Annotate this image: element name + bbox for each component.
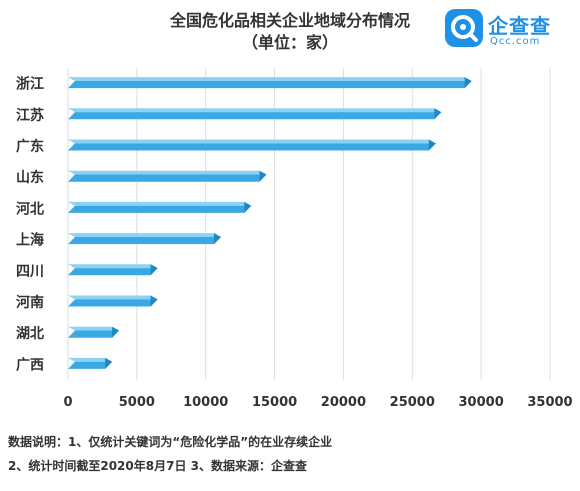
x-tick-label: 25000 — [390, 395, 435, 410]
bar-end-face — [150, 264, 158, 276]
bar-top-face — [68, 357, 113, 362]
bar-end-face — [259, 170, 267, 182]
bar-top-face — [68, 201, 252, 206]
bar-top-face — [68, 108, 442, 113]
brand-logo: 企查查 Qcc.com — [444, 8, 574, 52]
bar — [68, 233, 221, 245]
category-label: 浙江 — [16, 76, 44, 93]
bar — [68, 357, 113, 369]
bar-front-face — [68, 361, 113, 369]
category-label: 广东 — [16, 138, 44, 155]
bar-top-face — [68, 77, 472, 81]
bar-front-face — [68, 236, 221, 245]
bar-top-face — [68, 264, 158, 269]
bar — [68, 139, 436, 151]
bar-front-face — [68, 299, 158, 307]
category-label: 四川 — [16, 264, 44, 280]
bar-front-face — [68, 174, 267, 182]
x-tick-label: 35000 — [527, 395, 572, 410]
data-note-line1: 数据说明：1、仅统计关键词为“危险化学品”的在业存续企业 — [8, 435, 333, 449]
bar-front-face — [68, 143, 436, 151]
logo-domain: Qcc.com — [490, 36, 541, 47]
category-label: 山东 — [16, 169, 44, 186]
category-label: 河南 — [16, 294, 44, 311]
bar-front-face — [68, 330, 120, 338]
x-tick-label: 0 — [63, 395, 72, 410]
bar — [68, 108, 442, 120]
x-tick-label: 15000 — [252, 395, 297, 410]
x-tick-label: 30000 — [459, 395, 504, 410]
bar — [68, 77, 472, 89]
qcc-logo-icon — [445, 9, 483, 47]
x-tick-label: 5000 — [119, 395, 155, 410]
bar — [68, 264, 158, 276]
chart-subtitle: （单位：家） — [241, 33, 338, 52]
bar-end-face — [434, 108, 442, 120]
bar — [68, 201, 252, 213]
bar-top-face — [68, 170, 267, 175]
bar-end-face — [213, 233, 221, 245]
bar — [68, 170, 267, 182]
bar-end-face — [150, 295, 158, 307]
bar-top-face — [68, 295, 158, 300]
bar-end-face — [244, 201, 252, 213]
x-tick-labels: 0 5000 10000 15000 20000 25000 30000 35000 — [63, 395, 572, 410]
bar-front-face — [68, 205, 252, 213]
category-label: 湖北 — [16, 326, 44, 342]
bar-end-face — [112, 326, 120, 338]
category-label: 河北 — [16, 200, 44, 217]
data-note-line2: 2、统计时间截至2020年8月7日 3、数据来源：企查查 — [8, 459, 307, 473]
category-label: 上海 — [16, 232, 44, 249]
bar-top-face — [68, 139, 436, 144]
bar — [68, 326, 120, 338]
logo-name: 企查查 — [488, 14, 551, 38]
category-label: 江苏 — [16, 107, 44, 124]
category-label: 广西 — [16, 356, 44, 373]
grid-lines — [67, 68, 551, 380]
bar-front-face — [68, 80, 472, 89]
bars — [68, 77, 472, 369]
bar-end-face — [105, 357, 113, 369]
bar-top-face — [68, 326, 120, 331]
bar-front-face — [68, 112, 442, 120]
bar-front-face — [68, 268, 158, 276]
x-tick-label: 10000 — [183, 395, 228, 410]
x-tick-label: 20000 — [321, 395, 366, 410]
bar — [68, 295, 158, 307]
chart-title: 全国危化品相关企业地域分布情况 — [169, 11, 410, 30]
bar-end-face — [428, 139, 436, 151]
bar-end-face — [464, 77, 472, 89]
bar-top-face — [68, 233, 221, 237]
